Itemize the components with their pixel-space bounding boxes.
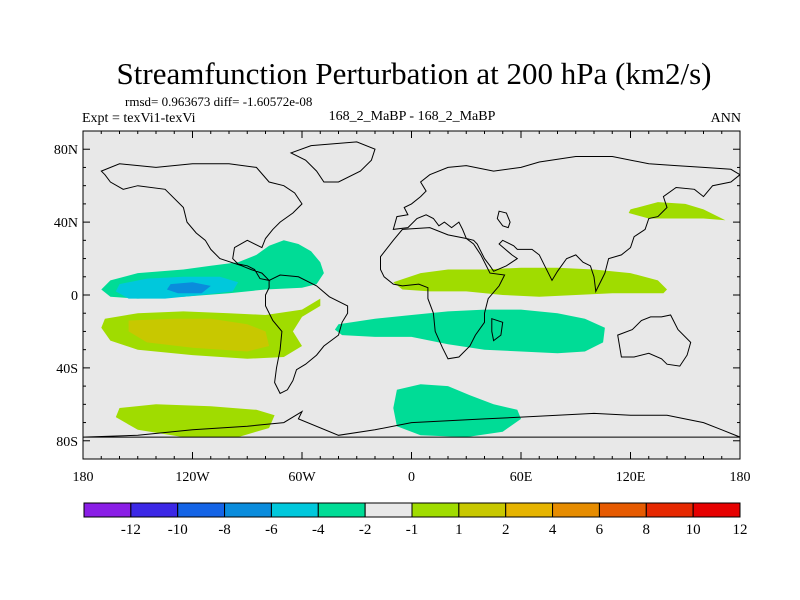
x-tick-label: 60E	[510, 470, 533, 485]
colorbar-label: 12	[733, 522, 748, 538]
y-tick-label: 80N	[54, 143, 78, 158]
colorbar-swatch	[364, 502, 413, 518]
contour-region-pacific-north-inner	[166, 282, 211, 294]
colorbar-swatch	[224, 502, 272, 518]
coastline-madagascar	[491, 318, 504, 342]
y-tick-label: 80S	[56, 435, 78, 450]
x-tick-label: 120E	[616, 470, 646, 485]
colorbar-label: 4	[549, 522, 557, 538]
colorbar-label: -10	[168, 522, 188, 538]
colorbar: -12 -10 -8 -6 -4 -2 -1 1 2 4 6 8 10 12	[83, 502, 748, 538]
x-tick-label: 180	[73, 470, 94, 485]
coastline-south-america	[265, 274, 349, 395]
season-label: ANN	[711, 111, 741, 126]
colorbar-swatch	[83, 502, 132, 518]
colorbar-swatch	[598, 502, 647, 518]
y-tick-label: 0	[71, 289, 78, 304]
contour-fill-layer	[101, 202, 726, 438]
colorbar-swatch	[317, 502, 366, 518]
colorbar-swatch	[177, 502, 226, 518]
x-axis: 180 120W 60W 0 60E 120E 180	[73, 131, 751, 485]
contour-region-north-pacific-positive	[628, 202, 726, 221]
colorbar-label: -2	[359, 522, 372, 538]
x-tick-label: 120W	[175, 470, 210, 485]
x-tick-label: 0	[408, 470, 415, 485]
coastline-caspian	[496, 210, 511, 229]
colorbar-swatch	[130, 502, 179, 518]
colorbar-swatch	[458, 502, 507, 518]
coastline-greenland	[289, 141, 376, 183]
coastline-north-america	[100, 163, 303, 282]
coastline-antarctica	[83, 410, 740, 438]
colorbar-label: 10	[686, 522, 701, 538]
colorbar-swatch	[692, 502, 741, 518]
colorbar-swatch	[411, 502, 460, 518]
colorbar-label: -6	[265, 522, 278, 538]
colorbar-label: 2	[502, 522, 510, 538]
colorbar-label: -12	[121, 522, 141, 538]
contour-region-southern-ocean-atlantic	[393, 384, 521, 438]
experiment-label: Expt = texVi1-texVi	[82, 111, 196, 126]
coastline-europe-asia	[392, 156, 740, 294]
colorbar-swatch	[552, 502, 600, 518]
y-tick-label: 40N	[54, 216, 78, 231]
x-tick-label: 180	[730, 470, 751, 485]
colorbar-swatch	[645, 502, 694, 518]
y-axis: 80N 40N 0 40S 80S	[54, 130, 740, 460]
colorbar-label: 6	[596, 522, 604, 538]
colorbar-swatch	[505, 502, 554, 518]
colorbar-label: -4	[312, 522, 325, 538]
y-tick-label: 40S	[56, 362, 78, 377]
contour-region-atlantic-indian-negative	[334, 309, 605, 354]
stats-label: rmsd= 0.963673 diff= -1.60572e-08	[125, 94, 312, 109]
coastline-australia	[617, 314, 692, 367]
colorbar-label: 8	[643, 522, 651, 538]
contour-region-eurasia-tropics-positive	[393, 267, 667, 297]
colorbar-label: 1	[455, 522, 463, 538]
colorbar-swatch	[270, 502, 319, 518]
coastline-africa	[380, 227, 506, 360]
x-tick-label: 60W	[288, 470, 316, 485]
chart-title: Streamfunction Perturbation at 200 hPa (…	[117, 56, 712, 91]
coastline-layer	[83, 141, 740, 438]
colorbar-label: -1	[406, 522, 419, 538]
contour-region-pacific-south-core	[128, 318, 270, 352]
colorbar-label: -8	[218, 522, 231, 538]
case-label: 168_2_MaBP - 168_2_MaBP	[329, 109, 496, 124]
contour-region-southern-ocean-pacific	[115, 404, 275, 438]
